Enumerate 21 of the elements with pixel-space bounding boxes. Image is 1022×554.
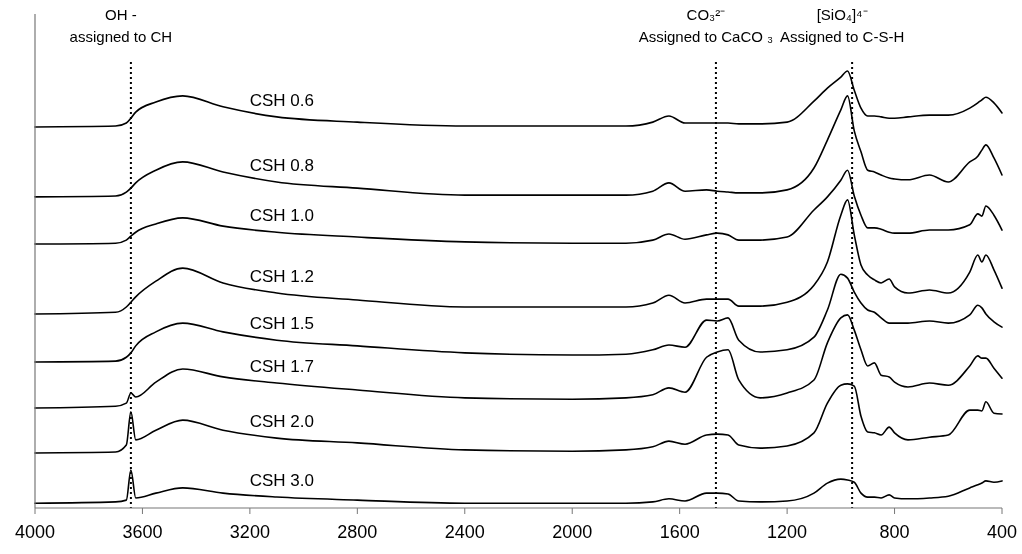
x-tick-label: 2400: [444, 522, 485, 542]
x-tick-label: 800: [879, 522, 910, 542]
series-label: CSH 3.0: [249, 471, 314, 491]
x-tick-label: 1200: [767, 522, 808, 542]
x-tick-label: 2800: [337, 522, 378, 542]
x-tick-label: 2000: [552, 522, 593, 542]
series-label: CSH 1.0: [249, 206, 314, 226]
ref-line-label: [SiO₄]⁴⁻ Assigned to C-S-H: [780, 6, 905, 45]
ref-line-label: CO₃²⁻ Assigned to CaCO ₃: [638, 6, 774, 45]
x-tick-label: 400: [986, 522, 1018, 542]
x-tick-label: 3600: [122, 522, 163, 542]
series-label: CSH 0.6: [249, 90, 314, 110]
series-label: CSH 1.5: [249, 314, 314, 334]
series-label: CSH 0.8: [249, 156, 314, 175]
series-label: CSH 2.0: [249, 412, 314, 432]
ref-line-label: OH - assigned to CH: [69, 6, 173, 45]
x-tick-label: 3200: [229, 522, 270, 542]
series-label: CSH 1.2: [249, 267, 314, 286]
x-tick-label: 4000: [14, 522, 56, 542]
x-tick-label: 1600: [659, 522, 700, 542]
series-label: CSH 1.7: [249, 357, 314, 377]
